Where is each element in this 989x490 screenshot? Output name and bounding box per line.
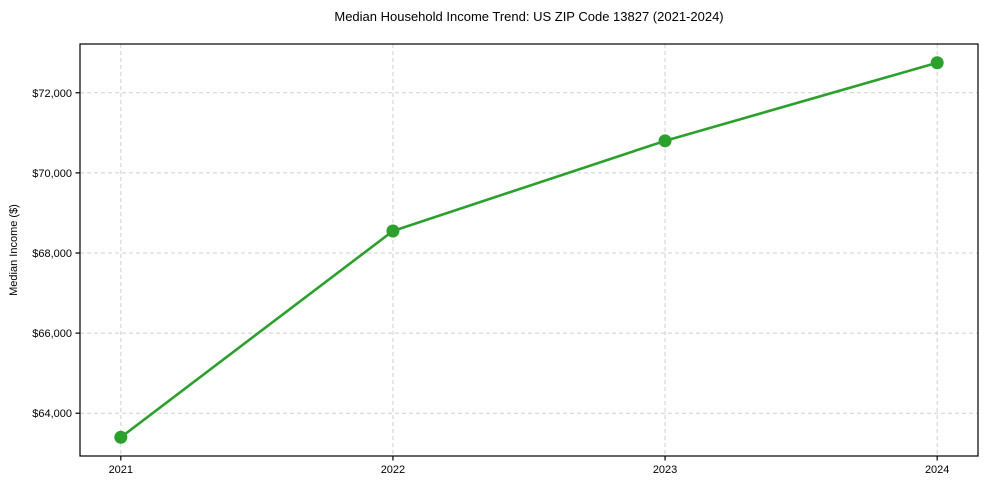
- chart-title: Median Household Income Trend: US ZIP Co…: [334, 9, 723, 24]
- data-point-2024: [930, 56, 944, 70]
- gridlines: [80, 44, 978, 456]
- x-tick-label-2023: 2023: [653, 464, 677, 476]
- x-tick-label-2021: 2021: [109, 464, 133, 476]
- y-axis-label: Median Income ($): [8, 204, 20, 296]
- data-point-2021: [114, 430, 128, 444]
- y-tick-label-72000: $72,000: [32, 88, 72, 100]
- y-tick-label-64000: $64,000: [32, 408, 72, 420]
- income-series: [114, 56, 944, 444]
- y-tick-label-70000: $70,000: [32, 168, 72, 180]
- y-tick-label-68000: $68,000: [32, 248, 72, 260]
- income-trend-line: [119, 61, 939, 439]
- data-point-2022: [386, 224, 400, 238]
- data-point-2023: [658, 134, 672, 148]
- x-tick-label-2024: 2024: [925, 464, 949, 476]
- x-tick-label-2022: 2022: [381, 464, 405, 476]
- y-tick-label-66000: $66,000: [32, 328, 72, 340]
- axes: 2021 2022 2023 2024 $64,000 $66,000 $68,000 $70…: [32, 43, 979, 476]
- plot-border: [79, 43, 979, 457]
